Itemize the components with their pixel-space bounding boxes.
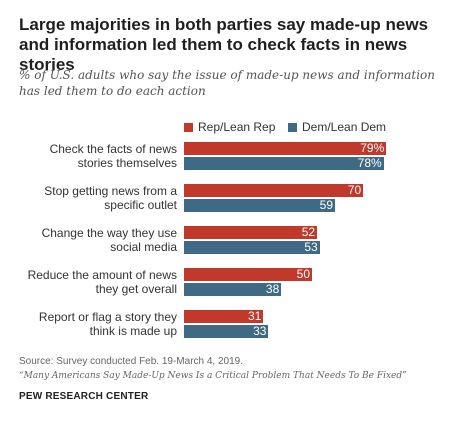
- bar-value-label: 79%: [360, 141, 385, 155]
- bar-rep: [184, 310, 264, 323]
- legend-swatch-rep: [184, 123, 193, 132]
- bar-value-label: 31: [248, 309, 262, 323]
- bar-rep: [184, 268, 312, 281]
- bar-dem: [184, 157, 384, 170]
- bar-value-label: 50: [296, 267, 310, 281]
- bar-value-label: 53: [304, 240, 318, 254]
- legend-item-rep: Rep/Lean Rep: [184, 120, 275, 134]
- report-title: “Many Americans Say Made-Up News Is a Cr…: [19, 371, 407, 381]
- bar-dem: [184, 241, 320, 254]
- source-note: Source: Survey conducted Feb. 19-March 4…: [19, 356, 244, 367]
- category-label: Stop getting news from a specific outlet: [44, 184, 177, 212]
- category-label: Check the facts of news stories themselve…: [49, 142, 177, 170]
- legend-swatch-dem: [288, 123, 297, 132]
- bar-value-label: 59: [319, 198, 334, 212]
- bar-value-label: 52: [301, 225, 316, 239]
- bar-dem: [184, 283, 282, 296]
- bar-dem: [184, 325, 269, 338]
- bar-value-label: 78%: [357, 156, 382, 170]
- category-label: Reduce the amount of news they get overal…: [27, 268, 177, 296]
- legend-label-dem: Dem/Lean Dem: [302, 120, 387, 134]
- bar-dem: [184, 199, 336, 212]
- chart-subtitle: % of U.S. adults who say the issue of ma…: [19, 68, 435, 98]
- bar-value-label: 38: [265, 282, 280, 296]
- chart-title: Large majorities in both parties say mad…: [19, 15, 429, 74]
- bar-rep: [184, 184, 364, 197]
- legend-item-dem: Dem/Lean Dem: [288, 120, 386, 134]
- legend-label-rep: Rep/Lean Rep: [198, 120, 276, 134]
- category-label: Report or flag a story they think is made…: [38, 310, 177, 338]
- category-label: Change the way they use social media: [41, 226, 177, 254]
- bar-value-label: 70: [347, 183, 362, 197]
- bar-rep: [184, 226, 318, 239]
- org-name: PEW RESEARCH CENTER: [19, 391, 149, 402]
- bar-value-label: 33: [253, 324, 267, 338]
- bar-rep: [184, 142, 387, 155]
